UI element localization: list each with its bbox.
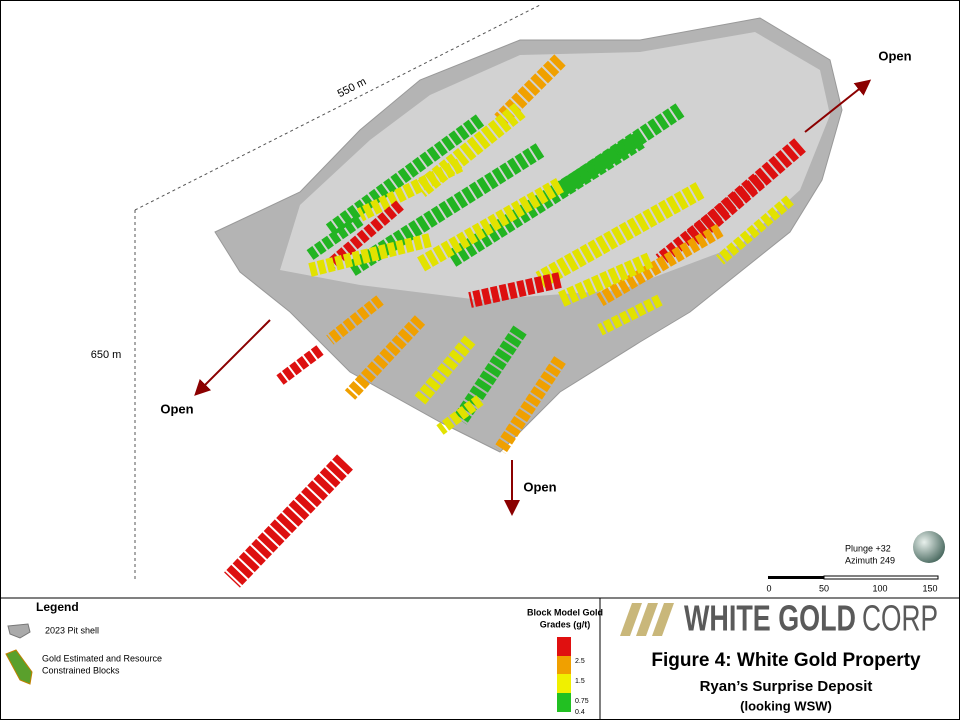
ore-band: [716, 195, 794, 265]
grade-title: Block Model Gold: [527, 607, 603, 617]
scale-bar: [768, 576, 824, 579]
caption-note: (looking WSW): [740, 698, 832, 713]
scale-tick: 0: [766, 583, 771, 593]
grade-swatch: [557, 674, 571, 693]
logo-stripe: [620, 603, 642, 636]
legend-item: 2023 Pit shell: [45, 625, 99, 635]
ore-band: [356, 158, 464, 222]
ore-band: [325, 114, 485, 236]
open-label: Open: [160, 401, 193, 416]
grade-label: 2.5: [575, 658, 585, 665]
open-label: Open: [878, 48, 911, 63]
ore-band: [556, 252, 654, 308]
logo-text: CORP: [862, 598, 938, 639]
ore-band: [326, 200, 404, 270]
open-arrow: [804, 79, 872, 133]
legend-icon: [7, 623, 31, 639]
legend-title: Legend: [36, 600, 79, 614]
caption-subtitle: Ryan’s Surprise Deposit: [700, 678, 873, 695]
plunge: Plunge +32: [845, 543, 891, 553]
grade-swatch: [557, 637, 571, 656]
scale-bar: [823, 575, 939, 580]
grade-swatch: [557, 656, 571, 674]
ore-band: [308, 233, 432, 277]
logo-stripe: [636, 603, 658, 636]
grade-label: 1.5: [575, 678, 585, 685]
open-arrow: [194, 319, 271, 396]
ore-band: [436, 395, 484, 435]
ore-band: [596, 223, 724, 307]
ore-band: [597, 294, 663, 336]
ore-band: [468, 272, 562, 308]
ore-blocks: [224, 54, 806, 588]
legend-icon: [5, 649, 33, 685]
scale-tick: 50: [819, 583, 829, 593]
azimuth: Azimuth 249: [845, 555, 895, 565]
scale-tick: 150: [922, 583, 937, 593]
grade-label: 0.4: [575, 709, 585, 716]
ore-band: [494, 356, 566, 454]
ore-band: [326, 295, 384, 345]
ore-band: [345, 143, 545, 277]
caption-title: Figure 4: White Gold Property: [651, 650, 921, 671]
logo: WHITE GOLD CORP: [620, 598, 938, 639]
orientation-sphere: [913, 531, 945, 563]
ore-band: [414, 102, 526, 198]
legend-item: Constrained Blocks: [42, 665, 120, 675]
ore-band: [684, 138, 806, 247]
ore-band: [224, 454, 353, 588]
grade-title: Grades (g/t): [540, 619, 591, 629]
length-label: 550 m: [336, 76, 369, 101]
grade-label: 0.75: [575, 698, 589, 705]
ore-band: [306, 215, 364, 260]
dimension-line: [134, 4, 541, 211]
grade-swatch: [557, 693, 571, 712]
open-label: Open: [523, 479, 556, 494]
ore-band: [494, 54, 566, 126]
ore-band: [535, 182, 705, 288]
logo-text: WHITE GOLD: [684, 598, 856, 639]
ore-band: [414, 335, 476, 405]
legend-item: Gold Estimated and Resource: [42, 653, 162, 663]
depth-label: 650 m: [91, 349, 122, 361]
ore-band: [276, 345, 324, 385]
logo-stripe: [652, 603, 674, 636]
scale-tick: 100: [872, 583, 887, 593]
ore-band: [344, 315, 426, 400]
